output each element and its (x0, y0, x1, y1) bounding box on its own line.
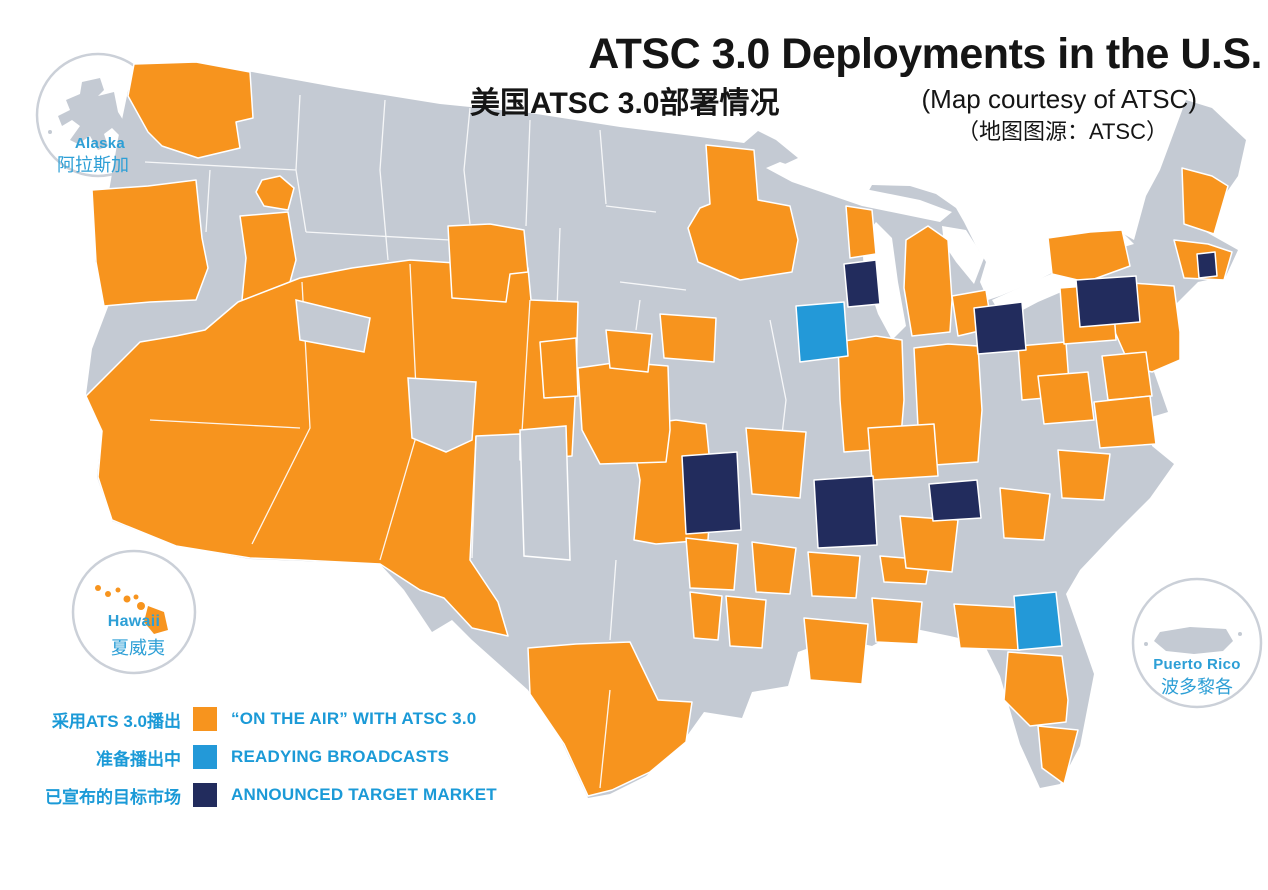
alaska-label-zh: 阿拉斯加 (57, 155, 129, 175)
legend-label-zh: 已宣布的目标市场 (45, 787, 181, 807)
legend-label-zh: 采用ATS 3.0播出 (51, 711, 181, 731)
legend-swatch-on-air (193, 707, 217, 731)
hawaii-label-zh: 夏威夷 (111, 638, 165, 658)
hawaii-inset-ring (71, 549, 197, 675)
map-courtesy-note-zh: （地图图源：ATSC） (956, 119, 1168, 144)
readying-region-jacksonville (1013, 591, 1063, 651)
legend-swatch-readying (193, 745, 217, 769)
legend-label-en: READYING BROADCASTS (231, 747, 450, 766)
legend-item-readying: 准备播出中 READYING BROADCASTS (23, 744, 449, 770)
readying-regions (795, 301, 1063, 651)
page-title: ATSC 3.0 Deployments in the U.S. (588, 30, 1262, 78)
puerto-rico-inset (1131, 577, 1263, 709)
page-subtitle-zh: 美国ATSC 3.0部署情况 (470, 87, 780, 120)
legend-label-zh: 准备播出中 (96, 749, 181, 769)
puerto-rico-label: Puerto Rico (1153, 656, 1241, 673)
hawaii-inset (71, 549, 197, 675)
announced-regions (681, 251, 1218, 549)
lake-huron (942, 226, 984, 284)
lake-superior (766, 162, 952, 222)
hawaii-label: Hawaii (107, 613, 161, 630)
hawaii-islands (95, 585, 168, 634)
on-air-regions (85, 61, 1233, 797)
no-deployment-patches (295, 299, 571, 561)
legend-item-announced: 已宣布的目标市场 ANNOUNCED TARGET MARKET (23, 782, 497, 808)
alaska-shape (58, 78, 132, 150)
legend-label-en: ANNOUNCED TARGET MARKET (231, 785, 497, 804)
legend-item-on-air: 采用ATS 3.0播出 “ON THE AIR” WITH ATSC 3.0 (23, 706, 476, 732)
aleutian-island-dot (48, 130, 52, 134)
readying-region-madison (795, 301, 849, 363)
puerto-rico-shape (1144, 627, 1242, 654)
legend-swatch-announced (193, 783, 217, 807)
puerto-rico-label-zh: 波多黎各 (1161, 677, 1233, 697)
legend-label-en: “ON THE AIR” WITH ATSC 3.0 (231, 709, 477, 728)
alaska-label: Alaska (74, 135, 126, 152)
map-courtesy-note: (Map courtesy of ATSC) (921, 84, 1198, 114)
